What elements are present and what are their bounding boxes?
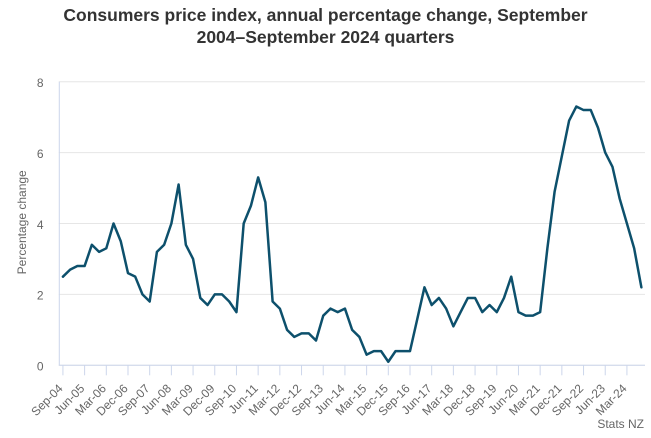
svg-text:Stats NZ: Stats NZ [597, 417, 644, 431]
svg-text:0: 0 [37, 360, 44, 374]
svg-text:2: 2 [37, 289, 44, 303]
svg-text:Percentage change: Percentage change [15, 170, 29, 274]
svg-text:4: 4 [37, 218, 44, 232]
svg-text:8: 8 [37, 76, 44, 90]
svg-text:2004–September 2024 quarters: 2004–September 2024 quarters [197, 27, 455, 47]
svg-text:6: 6 [37, 147, 44, 161]
svg-text:Consumers price index, annual: Consumers price index, annual percentage… [63, 5, 587, 25]
